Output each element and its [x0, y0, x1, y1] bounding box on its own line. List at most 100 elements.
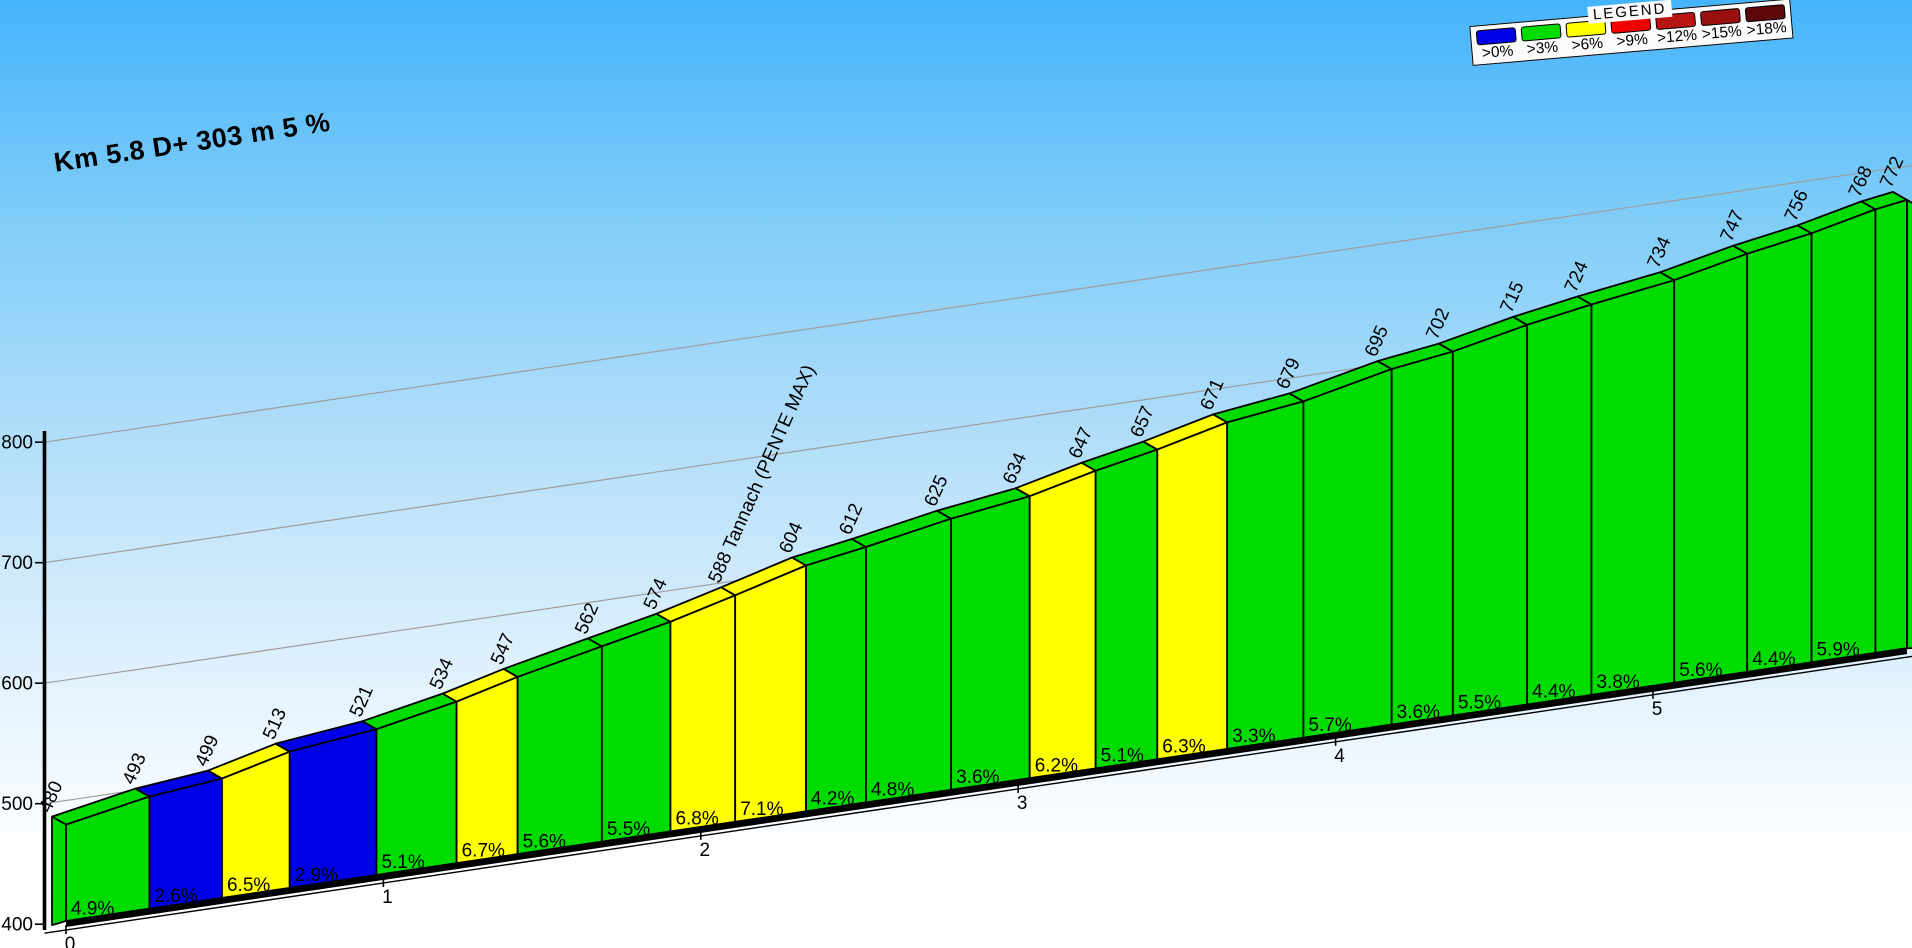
profile-segment	[1226, 400, 1305, 750]
elevation-label: 534	[426, 655, 458, 693]
profile-segment	[734, 564, 807, 823]
segment-gradient-label: 2.9%	[295, 865, 338, 886]
segment-gradient-label: 4.8%	[871, 780, 914, 801]
legend-label: >9%	[1615, 30, 1649, 51]
profile-segment	[288, 728, 378, 889]
x-axis-line	[44, 655, 1912, 934]
segment-gradient-label: 4.4%	[1752, 649, 1795, 670]
legend-item-18pct: >18%	[1744, 4, 1789, 40]
x-tick-label-3: 3	[1017, 793, 1028, 814]
legend-label: >0%	[1481, 42, 1515, 63]
legend-item-15pct: >15%	[1699, 7, 1744, 44]
elevation-label: 734	[1644, 233, 1676, 271]
segment-gradient-label: 5.9%	[1817, 640, 1860, 661]
profile-segment	[865, 517, 953, 804]
legend-label: >6%	[1570, 34, 1604, 55]
gridline-800	[44, 164, 1912, 443]
x-tick-label-4: 4	[1334, 746, 1345, 767]
elevation-label: 679	[1273, 355, 1305, 393]
segment-gradient-label: 6.7%	[462, 840, 505, 861]
y-tick-label-400: 400	[1, 915, 33, 936]
profile-segment	[669, 594, 737, 833]
segment-gradient-label: 7.1%	[740, 799, 783, 820]
profile-segment	[1874, 199, 1908, 654]
profile-segment	[1673, 252, 1749, 684]
profile-segment	[455, 676, 519, 865]
segment-gradient-label: 6.5%	[227, 875, 270, 896]
segment-gradient-label: 6.2%	[1035, 755, 1078, 776]
x-tick-label-1: 1	[382, 887, 393, 908]
profile-segment	[1156, 421, 1229, 761]
y-tick-label-800: 800	[1, 433, 33, 454]
elevation-label: 499	[191, 732, 223, 770]
legend-label: >18%	[1745, 19, 1788, 40]
segment-gradient-label: 4.2%	[811, 789, 854, 810]
elevation-label: 747	[1717, 207, 1749, 245]
legend-label: >15%	[1701, 22, 1743, 44]
elevation-label: 634	[999, 449, 1031, 487]
profile-segment	[1746, 232, 1813, 673]
segment-gradient-label: 3.6%	[956, 767, 999, 788]
legend-label: >12%	[1656, 26, 1698, 48]
elevation-label: 695	[1361, 323, 1393, 361]
profile-left-cap	[51, 815, 67, 926]
elevation-label: 724	[1561, 258, 1593, 296]
elevation-label: 647	[1065, 424, 1097, 462]
profile-segment	[1526, 303, 1593, 706]
profile-segment	[805, 546, 867, 813]
elevation-label: 715	[1497, 278, 1529, 316]
segment-gradient-label: 3.8%	[1596, 672, 1639, 693]
segment-gradient-label: 5.6%	[1679, 660, 1722, 681]
y-tick-label-700: 700	[1, 553, 33, 574]
x-tick-label-5: 5	[1652, 699, 1663, 720]
segment-gradient-label: 5.6%	[523, 831, 566, 852]
segment-gradient-label: 4.4%	[1532, 682, 1575, 703]
profile-segment	[950, 495, 1031, 791]
profile-segment	[1302, 368, 1393, 739]
elevation-label: 657	[1127, 403, 1159, 441]
segment-gradient-label: 5.1%	[1101, 746, 1144, 767]
segment-gradient-label: 5.7%	[1308, 715, 1351, 736]
profile-segment	[1094, 448, 1159, 770]
segment-gradient-label: 5.5%	[1458, 693, 1501, 714]
segment-gradient-label: 2.6%	[154, 886, 197, 907]
segment-gradient-label: 3.6%	[1397, 702, 1440, 723]
segment-gradient-label: 3.3%	[1232, 726, 1275, 747]
legend-label: >3%	[1526, 38, 1559, 59]
elevation-label: 604	[775, 519, 807, 557]
profile-segment	[1810, 208, 1877, 664]
segment-gradient-label: 5.5%	[607, 819, 650, 840]
elevation-label: 588 Tannach (PENTE MAX)	[705, 362, 820, 586]
profile-segment	[375, 700, 458, 876]
profile-segment	[600, 620, 672, 843]
elevation-label: 562	[571, 600, 603, 638]
segment-gradient-label: 6.3%	[1162, 737, 1205, 758]
y-tick-label-600: 600	[1, 674, 33, 695]
y-tick-label-500: 500	[1, 794, 33, 815]
segment-gradient-label: 4.9%	[71, 898, 114, 919]
elevation-label: 521	[346, 683, 378, 721]
x-axis-thick-band	[66, 647, 1907, 927]
profile-segment	[1390, 350, 1454, 726]
elevation-label: 574	[640, 575, 672, 613]
segment-gradient-label: 6.8%	[675, 809, 718, 830]
elevation-label: 625	[920, 472, 952, 510]
legend-item-0pct: >0%	[1475, 27, 1520, 63]
elevation-label: 756	[1781, 187, 1813, 225]
elevation-label: 493	[119, 750, 151, 788]
elevation-label: 772	[1876, 153, 1908, 191]
legend-item-6pct: >6%	[1564, 19, 1609, 55]
profile-segment	[1590, 279, 1676, 696]
elevation-label: 702	[1422, 305, 1454, 343]
profile-segment	[516, 645, 603, 855]
x-tick-label-0: 0	[65, 934, 76, 948]
legend-item-3pct: >3%	[1520, 23, 1565, 59]
elevation-label: 768	[1845, 163, 1877, 201]
elevation-label: 547	[487, 630, 519, 668]
profile-segment	[1451, 323, 1529, 717]
elevation-label: 513	[259, 705, 291, 743]
elevation-label: 480	[35, 778, 67, 816]
x-tick-label-2: 2	[700, 840, 711, 861]
